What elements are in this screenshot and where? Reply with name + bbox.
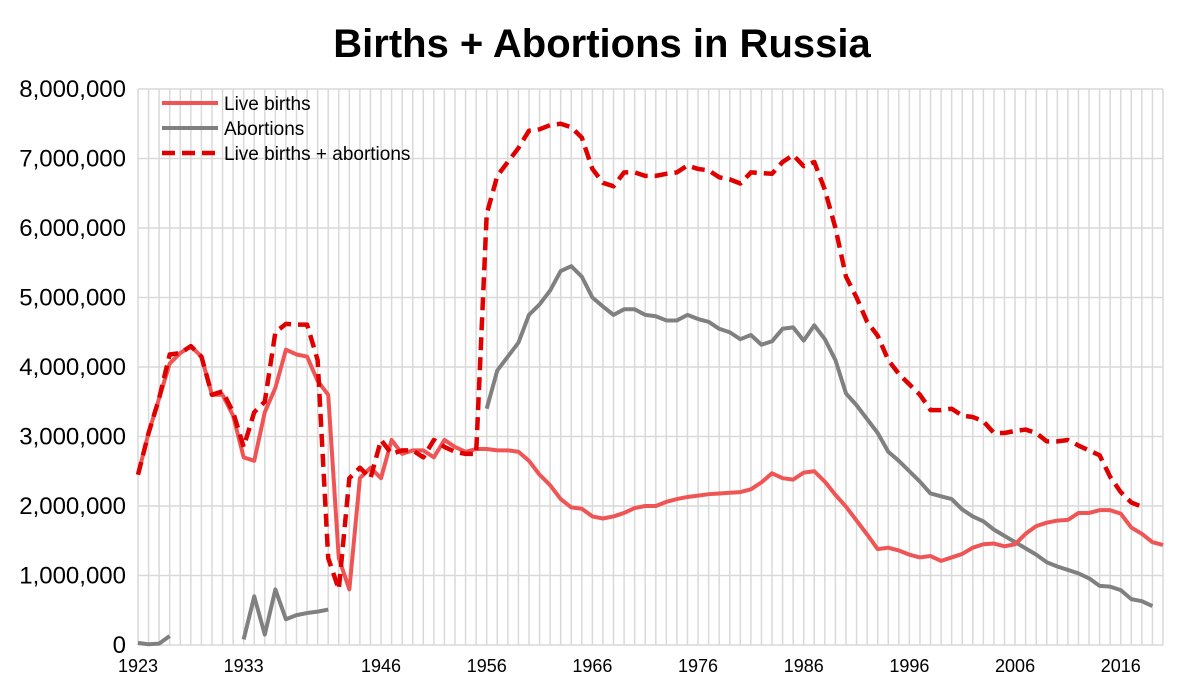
y-tick-label: 2,000,000 [19, 493, 126, 520]
chart-title: Births + Abortions in Russia [333, 22, 871, 66]
y-tick-label: 0 [113, 632, 126, 659]
series-line-abortions [241, 587, 329, 640]
x-tick-label: 1966 [572, 656, 612, 676]
y-tick-label: 5,000,000 [19, 285, 126, 312]
y-tick-label: 1,000,000 [19, 563, 126, 590]
y-tick-label: 8,000,000 [19, 76, 126, 103]
x-tick-label: 1933 [224, 656, 264, 676]
series-line-live-births-abortions [135, 121, 1143, 592]
y-axis-ticks: 0 1,000,000 2,000,000 3,000,000 4,000,000 5,0… [19, 76, 126, 659]
series-lines [135, 121, 1164, 647]
y-tick-label: 7,000,000 [19, 146, 126, 173]
legend-label-live-births: Live births [224, 94, 311, 115]
x-tick-label: 1996 [889, 656, 929, 676]
y-tick-label: 6,000,000 [19, 215, 126, 242]
x-tick-label: 2016 [1101, 656, 1141, 676]
x-tick-label: 1976 [678, 656, 718, 676]
x-tick-label: 1986 [784, 656, 824, 676]
series-line-abortions [484, 264, 1154, 608]
legend: Live births Abortions Live births + aborti… [162, 94, 410, 165]
y-tick-label: 3,000,000 [19, 424, 126, 451]
series-line-live-births [136, 344, 1164, 592]
x-tick-label: 1923 [118, 656, 158, 676]
gridlines [137, 88, 1164, 646]
series-line-abortions [137, 634, 171, 647]
x-tick-label: 2006 [995, 656, 1035, 676]
y-tick-label: 4,000,000 [19, 354, 126, 381]
legend-label-abortions: Abortions [224, 119, 304, 140]
x-axis-ticks: 1923 1933 1946 1956 1966 1976 1986 1996 2006 2016 [118, 656, 1141, 676]
x-tick-label: 1946 [361, 656, 401, 676]
x-tick-label: 1956 [467, 656, 507, 676]
legend-label-live-births-abortions: Live births + abortions [224, 144, 410, 165]
